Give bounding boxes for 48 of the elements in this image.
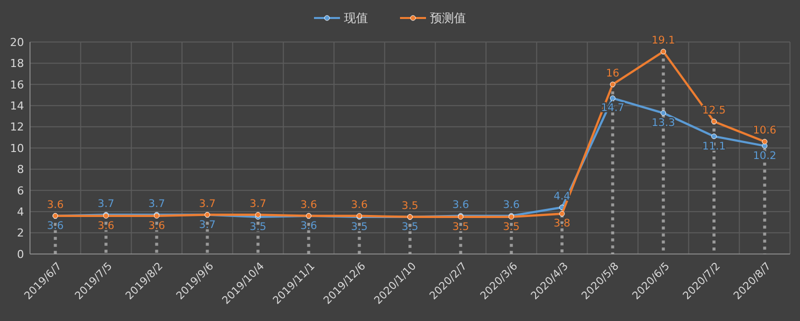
y-tick-label: 12 [10,120,24,134]
data-label: 3.6 [502,198,520,211]
point [711,134,717,140]
data-label: 3.6 [300,220,318,232]
data-label: 3.5 [350,220,368,233]
data-label: 11.1 [702,140,726,152]
point [711,118,717,124]
data-label: 3.6 [46,220,64,232]
data-label: 3.6 [148,220,166,232]
point [559,210,565,216]
data-label: 3.8 [554,218,570,230]
data-label: 3.7 [198,218,216,231]
y-tick-label: 18 [10,57,24,70]
data-label: 3.5 [452,220,470,233]
data-label: 19.1 [652,34,676,47]
data-label: 3.7 [250,198,266,210]
data-label: 3.5 [402,200,418,212]
data-label: 3.6 [46,198,64,211]
data-label: 3.6 [98,220,115,232]
point [660,48,666,54]
y-tick-label: 2 [17,226,24,240]
data-label: 13.3 [652,117,676,130]
data-label: 10.2 [752,150,776,162]
data-label: 3.7 [98,198,114,210]
y-tick-label: 4 [17,205,24,218]
data-label: 3.5 [250,220,266,233]
data-label: 3.5 [502,220,520,233]
y-tick-label: 10 [10,142,24,155]
data-label: 10.6 [752,124,777,137]
y-tick-label: 14 [10,99,24,112]
data-label: 3.7 [148,198,166,210]
data-label: 3.5 [402,220,418,233]
point [762,138,768,144]
data-label: 3.6 [350,198,368,211]
point [610,82,616,88]
y-tick-label: 8 [17,163,24,176]
y-tick-label: 0 [17,248,24,261]
y-tick-label: 16 [10,78,24,92]
data-label: 3.7 [198,198,216,210]
legend-label: 现值 [344,11,368,26]
y-tick-label: 6 [17,184,24,198]
y-tick-label: 20 [10,36,24,49]
data-label: 3.6 [300,198,318,211]
legend-label: 预测值 [430,11,466,26]
point [610,95,616,101]
point [660,110,666,116]
data-label: 3.6 [452,198,470,211]
data-label: 16 [606,67,620,80]
